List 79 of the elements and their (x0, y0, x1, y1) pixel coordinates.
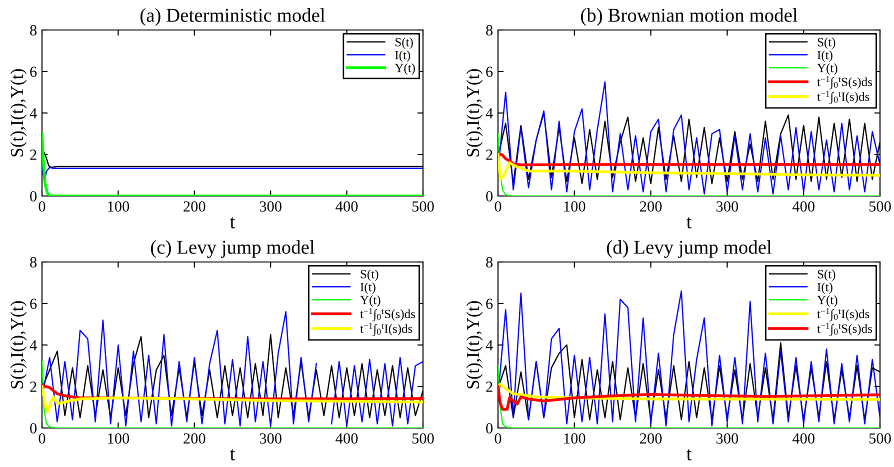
chart-title: (a) Deterministic model (140, 8, 325, 26)
legend-label: t$^{−1}$∫$_{0}$$^{t}$I(s)ds (360, 322, 412, 336)
y-axis-title: S(t),I(t),Y(t) (466, 69, 483, 156)
legend-label: S(t) (396, 38, 413, 49)
y-tick-label: 4 (486, 108, 493, 118)
x-tick-label: 200 (640, 433, 662, 444)
legend-label: t$^{−1}$∫$_{0}$$^{t}$I(s)ds (817, 90, 870, 104)
x-tick-label: 300 (716, 201, 738, 212)
line-series (498, 153, 880, 166)
x-axis-title: t (686, 449, 692, 460)
x-tick-label: 100 (108, 201, 130, 212)
y-tick-label: 4 (30, 108, 37, 118)
x-tick-label: 200 (184, 201, 206, 212)
y-tick-label: 0 (30, 191, 37, 202)
legend-label: S(t) (818, 270, 836, 281)
y-tick-label: 4 (30, 340, 37, 350)
y-axis-title: S(t),I(t),Y(t) (10, 69, 27, 156)
x-tick-label: 400 (336, 201, 358, 212)
y-axis-title: S(t),I(t),Y(t) (10, 301, 27, 388)
x-tick-label: 300 (260, 201, 282, 212)
x-tick-label: 300 (716, 433, 738, 444)
x-tick-label: 0 (494, 433, 502, 444)
y-tick-label: 2 (486, 382, 492, 392)
x-tick-label: 100 (564, 433, 586, 444)
y-tick-label: 2 (30, 382, 36, 392)
legend-label: t$^{−1}$∫$_{0}$$^{t}$S(s)ds (360, 308, 415, 322)
x-tick-label: 400 (792, 433, 814, 444)
x-tick-label: 400 (336, 433, 358, 444)
legend-label: t$^{−1}$∫$_{0}$$^{t}$S(s)ds (817, 76, 872, 90)
x-axis-title: t (686, 217, 692, 228)
legend-label: I(t) (817, 50, 832, 62)
legend-label: I(t) (817, 282, 832, 294)
x-tick-label: 300 (260, 433, 282, 444)
line-series (498, 153, 880, 181)
x-tick-label: 400 (792, 201, 814, 212)
line-series (498, 385, 880, 411)
y-tick-label: 0 (30, 423, 37, 434)
y-axis-title: S(t),I(t),Y(t) (466, 301, 483, 388)
legend-label: I(t) (395, 50, 410, 62)
legend-label: t$^{−1}$∫$_{0}$$^{t}$S(s)ds (817, 322, 872, 336)
x-tick-label: 0 (38, 201, 46, 212)
chart-title: (c) Levy jump model (151, 240, 314, 258)
y-tick-label: 8 (486, 25, 493, 36)
y-tick-label: 8 (30, 257, 37, 268)
y-tick-label: 4 (486, 340, 493, 350)
x-tick-label: 100 (564, 201, 586, 212)
legend-label: I(t) (360, 282, 376, 294)
legend-label: t$^{−1}$∫$_{0}$$^{t}$I(s)ds (817, 308, 870, 322)
chart-title: (d) Levy jump model (606, 240, 772, 258)
x-axis-title: t (230, 449, 236, 460)
legend-label: S(t) (818, 38, 836, 49)
x-tick-label: 100 (108, 433, 130, 444)
x-tick-label: 200 (184, 433, 206, 444)
line-series (42, 385, 423, 413)
legend-label: S(t) (360, 270, 378, 281)
y-tick-label: 0 (486, 423, 493, 434)
y-tick-label: 8 (486, 257, 493, 268)
y-tick-label: 2 (486, 150, 492, 160)
x-tick-label: 0 (494, 201, 502, 212)
line-series (498, 383, 880, 401)
x-tick-label: 200 (640, 201, 662, 212)
y-tick-label: 8 (30, 25, 37, 36)
y-tick-label: 0 (486, 191, 493, 202)
legend-label: Y(t) (360, 295, 380, 307)
y-tick-label: 6 (30, 66, 37, 77)
x-tick-label: 500 (412, 201, 434, 212)
legend-label: Y(t) (817, 295, 838, 307)
x-tick-label: 500 (869, 433, 891, 444)
x-tick-label: 500 (412, 433, 434, 444)
y-tick-label: 6 (486, 66, 493, 77)
y-tick-label: 6 (30, 298, 37, 309)
legend-label: Y(t) (817, 63, 838, 75)
y-tick-label: 2 (30, 150, 36, 160)
y-tick-label: 6 (486, 298, 493, 309)
legend-label: Y(t) (394, 63, 415, 75)
chart-title: (b) Brownian motion model (581, 8, 798, 26)
x-tick-label: 500 (869, 201, 891, 212)
x-axis-title: t (230, 217, 236, 228)
x-tick-label: 0 (38, 433, 46, 444)
